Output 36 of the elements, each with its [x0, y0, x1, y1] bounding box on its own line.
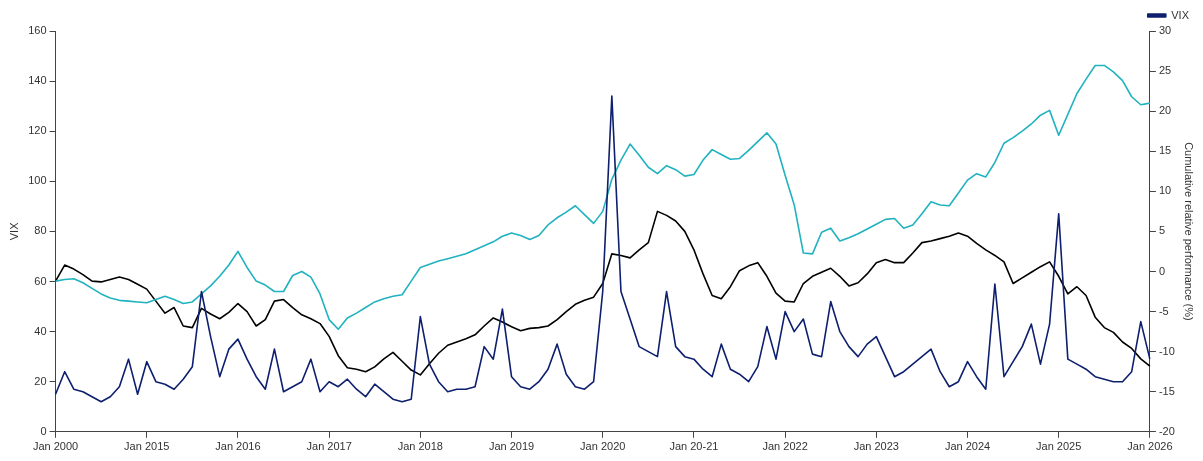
y2-tick-label: 10: [1158, 184, 1172, 197]
x-tick-label: Jan 2024: [944, 440, 991, 453]
x-tick-label: Jan 2023: [853, 440, 899, 453]
y-tick-label: 80: [34, 224, 47, 237]
y2-tick-label: 15: [1158, 144, 1172, 157]
y-tick-label: 120: [28, 124, 47, 137]
y2-tick-label: 20: [1158, 104, 1172, 117]
y2-tick-label: -15: [1158, 384, 1175, 397]
y-tick-label: 100: [28, 174, 47, 187]
y-axis-title: VIX: [7, 221, 20, 241]
y-tick-label: 0: [40, 424, 47, 437]
y2-tick-label: -10: [1158, 344, 1175, 357]
x-tick-label: Jan 2020: [580, 440, 626, 453]
y2-tick-label: 30: [1158, 24, 1172, 37]
x-tick-label: Jan 2019: [488, 440, 535, 453]
y2-axis-title: Cumulative relative performance (%): [1183, 142, 1196, 321]
y2-tick-label: 0: [1158, 264, 1166, 277]
y2-tick-label: -5: [1158, 304, 1169, 317]
x-tick-label: Jan 2000: [32, 440, 79, 453]
x-tick-label: Jan 2025: [1036, 440, 1082, 453]
x-tick-label: Jan 2015: [124, 440, 170, 453]
y-tick-label: 40: [34, 324, 47, 337]
x-tick-label: Jan 20-21: [669, 440, 719, 453]
x-tick-label: Jan 2018: [397, 440, 443, 453]
y2-tick-label: -20: [1158, 424, 1175, 437]
x-tick-label: Jan 2022: [762, 440, 808, 453]
x-tick-label: Jan 2017: [306, 440, 352, 453]
y-tick-label: 140: [28, 74, 47, 87]
y2-tick-label: 25: [1158, 64, 1172, 77]
x-tick-label: Jan 2026: [1127, 440, 1173, 453]
y-tick-label: 160: [28, 24, 47, 37]
y2-tick-label: 5: [1158, 224, 1166, 237]
x-tick-label: Jan 2016: [215, 440, 261, 453]
y-tick-label: 60: [34, 274, 47, 287]
y-tick-label: 20: [34, 374, 47, 387]
legend-label: VIX: [1171, 8, 1190, 21]
